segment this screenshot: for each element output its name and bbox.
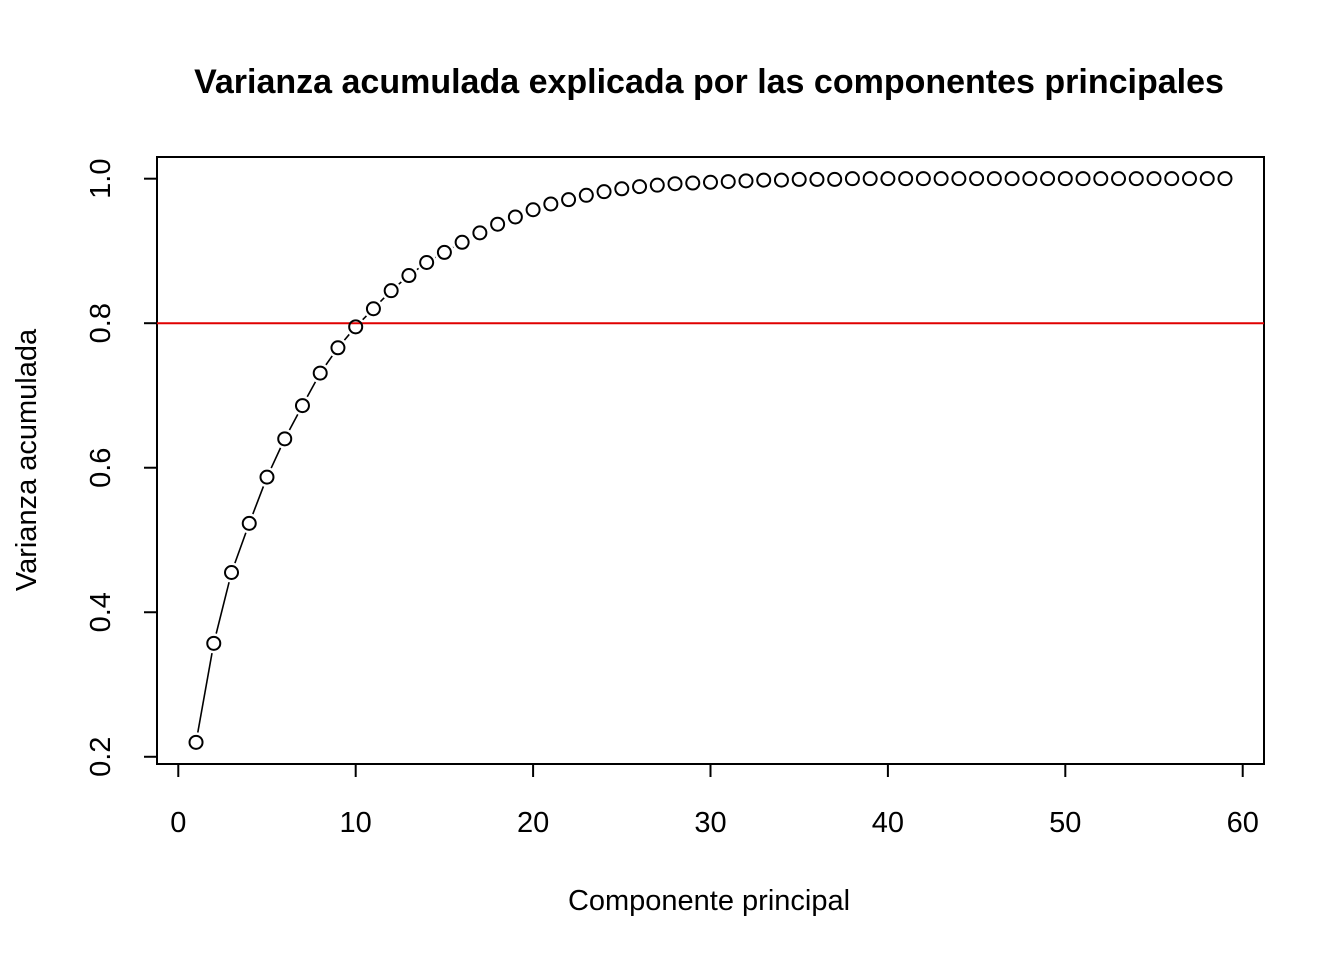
data-point bbox=[969, 171, 985, 187]
data-point bbox=[720, 174, 736, 190]
y-tick-label: 0.2 bbox=[85, 737, 117, 777]
data-point bbox=[490, 216, 506, 232]
data-point bbox=[986, 171, 1002, 187]
data-point bbox=[224, 565, 240, 581]
series-line-segment bbox=[288, 414, 299, 431]
data-point bbox=[1164, 171, 1180, 187]
data-point bbox=[773, 172, 789, 188]
y-axis-label: Varianza acumulada bbox=[11, 328, 43, 591]
series-line-segment bbox=[270, 447, 282, 469]
series-line-segment bbox=[325, 355, 333, 366]
data-point bbox=[827, 171, 843, 187]
data-point bbox=[1217, 171, 1233, 187]
x-tick-label: 20 bbox=[517, 807, 549, 839]
data-point bbox=[933, 171, 949, 187]
data-point bbox=[898, 171, 914, 187]
data-point bbox=[241, 515, 257, 531]
data-point bbox=[507, 209, 523, 225]
data-point bbox=[312, 365, 328, 381]
data-point bbox=[1004, 171, 1020, 187]
data-point bbox=[1022, 171, 1038, 187]
y-tick-label: 0.4 bbox=[85, 592, 117, 632]
data-point bbox=[383, 283, 399, 299]
data-point bbox=[685, 175, 701, 191]
series-line-segment bbox=[343, 333, 350, 341]
series-line-segment bbox=[252, 486, 265, 515]
data-point bbox=[330, 340, 346, 356]
series-line-segment bbox=[234, 532, 247, 564]
data-point bbox=[206, 635, 222, 651]
chart-title: Varianza acumulada explicada por las com… bbox=[194, 63, 1224, 101]
data-point bbox=[401, 268, 417, 284]
data-point bbox=[1075, 171, 1091, 187]
data-point bbox=[1057, 171, 1073, 187]
x-tick-label: 60 bbox=[1227, 807, 1259, 839]
data-point bbox=[294, 398, 310, 414]
data-point bbox=[862, 171, 878, 187]
data-point bbox=[436, 244, 452, 260]
data-point bbox=[809, 171, 825, 187]
plot-frame bbox=[156, 156, 1265, 765]
data-point bbox=[632, 179, 648, 195]
data-point bbox=[454, 234, 470, 250]
data-point bbox=[259, 469, 275, 485]
data-point bbox=[1093, 171, 1109, 187]
data-point bbox=[880, 171, 896, 187]
data-point bbox=[1111, 171, 1127, 187]
x-tick-label: 10 bbox=[340, 807, 372, 839]
series-line-segment bbox=[215, 582, 230, 634]
y-tick-label: 0.6 bbox=[85, 448, 117, 488]
series-line-segment bbox=[398, 281, 402, 285]
data-point bbox=[756, 172, 772, 188]
data-point bbox=[561, 192, 577, 208]
data-point bbox=[1128, 171, 1144, 187]
x-tick-label: 30 bbox=[694, 807, 726, 839]
data-point bbox=[844, 171, 860, 187]
data-point bbox=[738, 173, 754, 189]
data-point bbox=[703, 174, 718, 190]
series-line-segment bbox=[379, 297, 385, 303]
data-point bbox=[578, 187, 594, 203]
data-point bbox=[1040, 171, 1056, 187]
data-point bbox=[348, 319, 364, 335]
data-point bbox=[277, 431, 293, 447]
x-axis-label: Componente principal bbox=[568, 885, 850, 917]
data-point bbox=[419, 255, 435, 271]
data-point bbox=[667, 176, 683, 192]
data-point bbox=[614, 181, 630, 197]
data-point bbox=[188, 734, 204, 750]
series-line-segment bbox=[306, 381, 317, 398]
y-tick-label: 1.0 bbox=[85, 159, 117, 199]
data-point bbox=[1199, 171, 1215, 187]
series-line-segment bbox=[416, 267, 420, 271]
data-point bbox=[365, 301, 381, 317]
data-point bbox=[791, 171, 807, 187]
data-point bbox=[951, 171, 967, 187]
data-point bbox=[649, 177, 665, 193]
x-tick-label: 40 bbox=[872, 807, 904, 839]
series-line-segment bbox=[362, 315, 367, 321]
x-tick-label: 50 bbox=[1049, 807, 1081, 839]
data-point bbox=[525, 202, 541, 218]
data-point bbox=[596, 184, 612, 200]
data-point bbox=[472, 225, 488, 241]
data-point bbox=[1181, 171, 1197, 187]
data-point bbox=[1146, 171, 1162, 187]
x-tick-label: 0 bbox=[170, 807, 186, 839]
data-point bbox=[915, 171, 931, 187]
y-tick-label: 0.8 bbox=[85, 303, 117, 343]
series-line-segment bbox=[197, 653, 213, 733]
data-point bbox=[543, 196, 559, 212]
